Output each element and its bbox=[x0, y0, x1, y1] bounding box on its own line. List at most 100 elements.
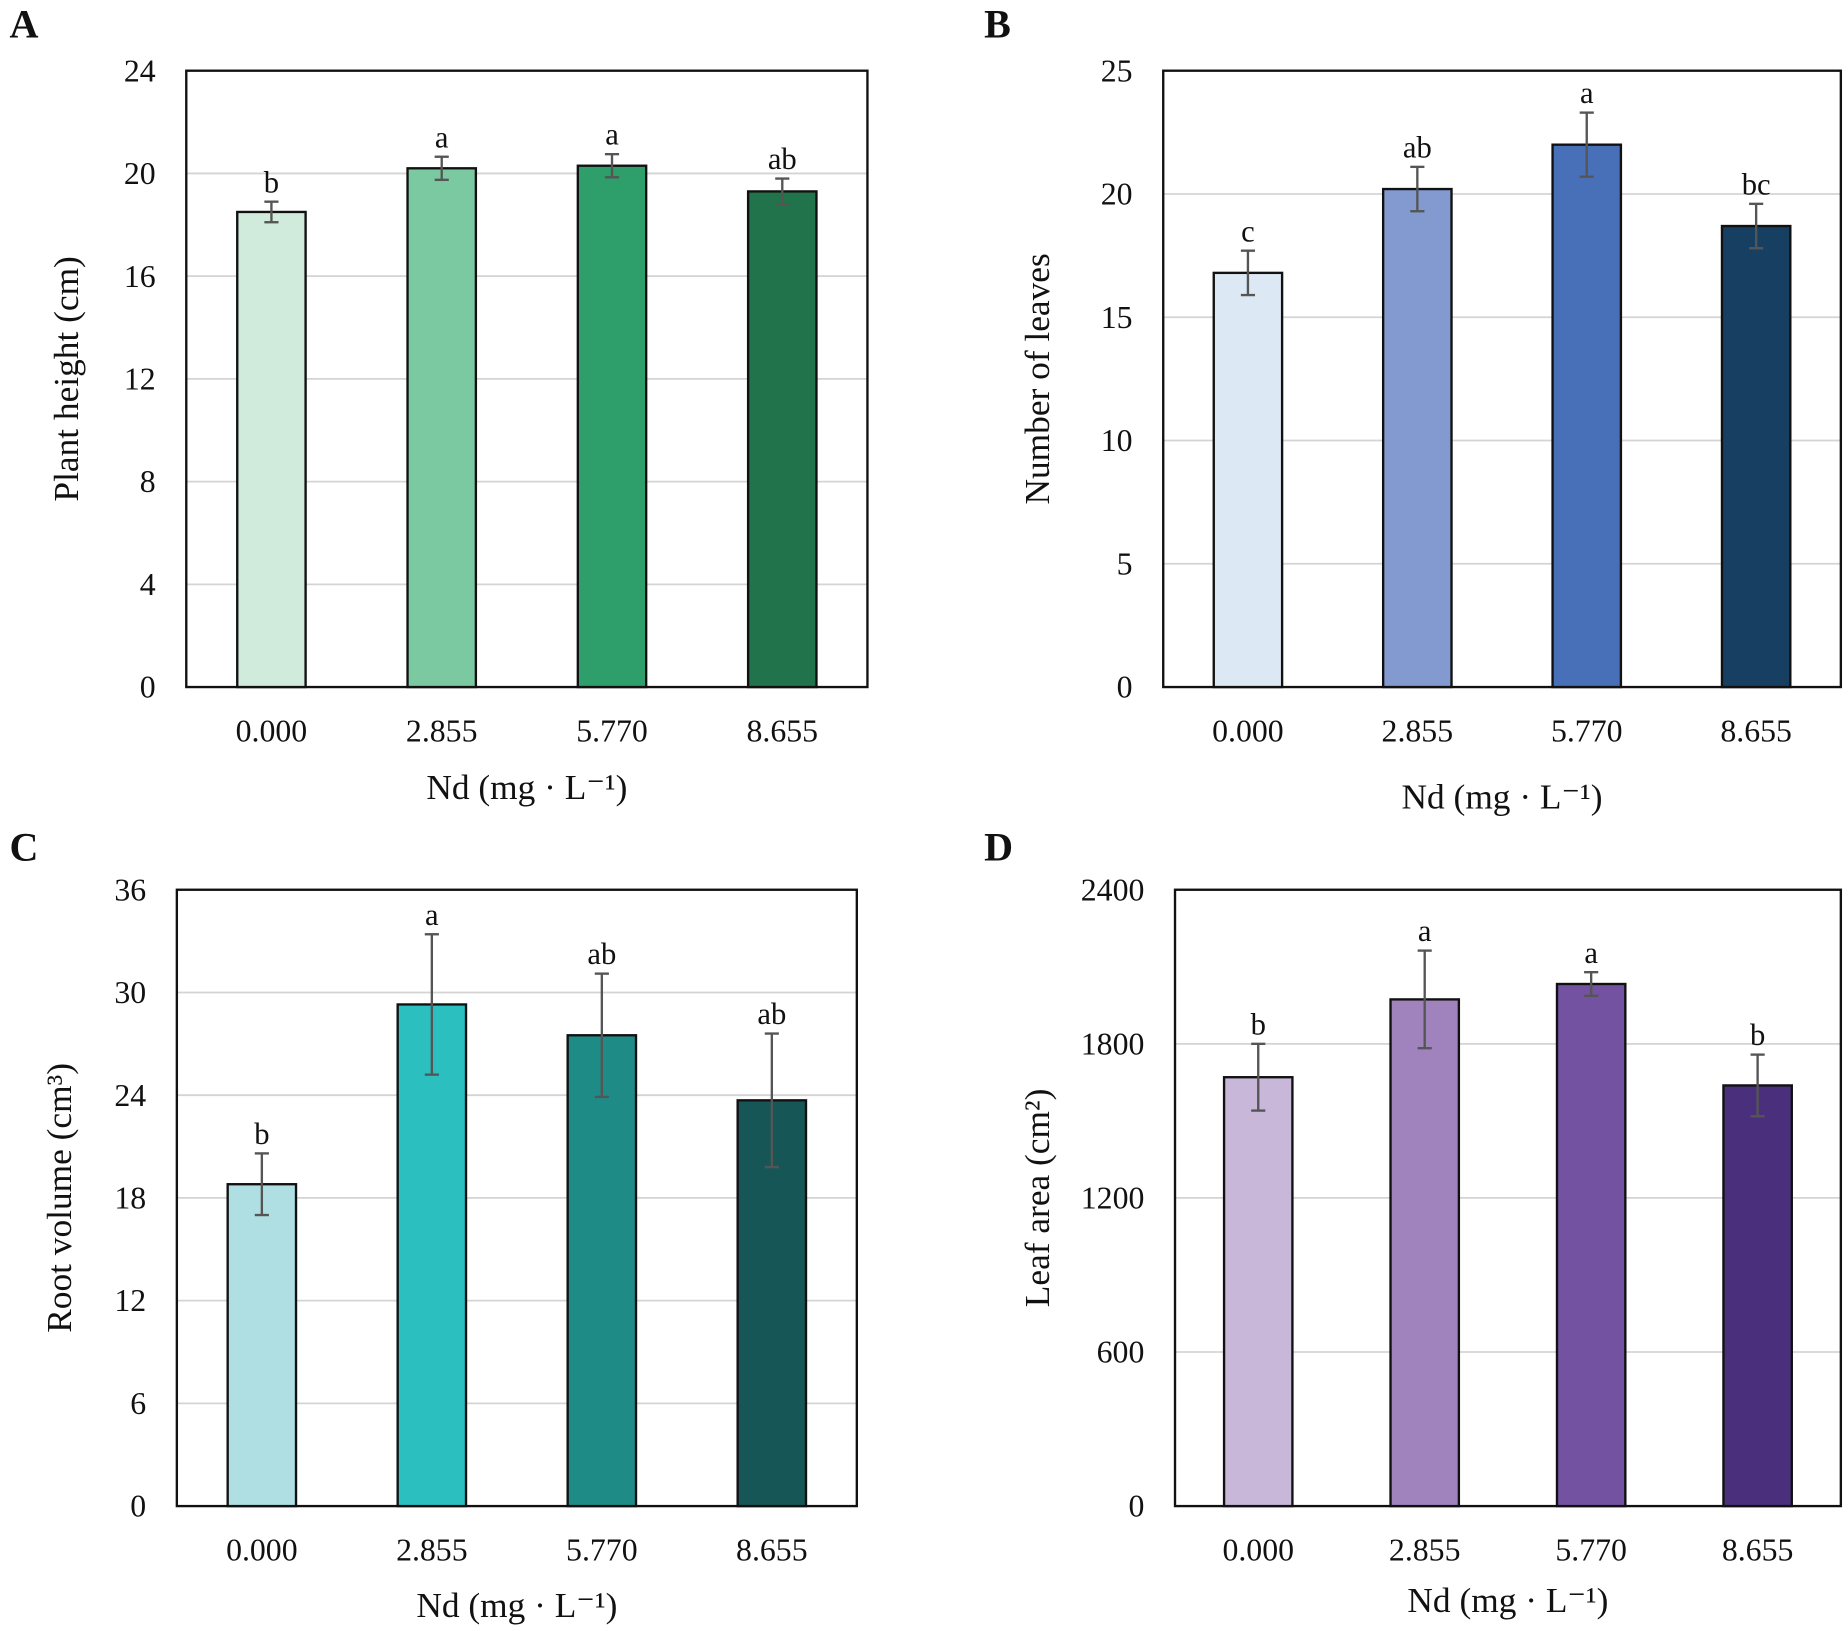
y-tick-label: 0 bbox=[1128, 1489, 1144, 1524]
y-tick-label: 25 bbox=[1101, 53, 1133, 88]
y-tick-label: 600 bbox=[1097, 1335, 1145, 1370]
x-tick-label: 8.655 bbox=[736, 1532, 808, 1567]
x-tick-label: 0.000 bbox=[226, 1532, 298, 1567]
significance-label: a bbox=[605, 118, 619, 152]
bar bbox=[406, 167, 478, 689]
y-tick-label: 12 bbox=[114, 1283, 146, 1318]
x-tick-label: 8.655 bbox=[747, 713, 819, 748]
x-tick-label: 5.770 bbox=[576, 713, 648, 748]
bar bbox=[236, 210, 307, 689]
bar bbox=[1551, 143, 1623, 689]
significance-label: ab bbox=[587, 937, 616, 971]
error-bar bbox=[1410, 165, 1425, 213]
error-bar bbox=[1750, 1053, 1765, 1118]
y-tick-label: 15 bbox=[1101, 300, 1133, 335]
bar bbox=[226, 1183, 298, 1508]
significance-label: a bbox=[1418, 914, 1432, 948]
significance-label: b bbox=[264, 165, 279, 199]
x-tick-label: 5.770 bbox=[566, 1532, 638, 1567]
bar bbox=[1381, 187, 1453, 689]
significance-label: ab bbox=[1403, 130, 1432, 164]
panel-label: D bbox=[984, 824, 1013, 869]
x-axis-label: Nd (mg · L⁻¹) bbox=[416, 1585, 617, 1625]
y-axis-label: Number of leaves bbox=[1017, 253, 1057, 504]
y-tick-label: 24 bbox=[114, 1078, 146, 1113]
x-tick-label: 0.000 bbox=[1212, 713, 1284, 748]
bar bbox=[396, 1003, 468, 1508]
y-tick-label: 0 bbox=[140, 670, 156, 705]
y-tick-label: 30 bbox=[114, 975, 146, 1010]
x-tick-label: 2.855 bbox=[1382, 713, 1454, 748]
significance-label: ab bbox=[768, 142, 797, 176]
error-bar bbox=[1584, 971, 1599, 997]
panel-a: A 0 4 8 12 16 20 24 b 0.000 a 2.855 a 5.770 ab 8.655 Nd … bbox=[10, 2, 869, 807]
y-tick-label: 6 bbox=[130, 1386, 146, 1421]
x-tick-label: 5.770 bbox=[1551, 713, 1623, 748]
x-axis-label: Nd (mg · L⁻¹) bbox=[1407, 1580, 1608, 1620]
significance-label: a bbox=[1584, 936, 1598, 970]
panel-d: D 0 600 1200 1800 2400 b 0.000 a 2.855 a 5.770 b 8.65… bbox=[984, 824, 1843, 1620]
y-tick-label: 0 bbox=[130, 1489, 146, 1524]
y-axis-label: Root volume (cm³) bbox=[39, 1063, 79, 1333]
error-bar bbox=[1240, 249, 1256, 297]
y-tick-label: 20 bbox=[124, 156, 156, 191]
error-bar bbox=[1417, 949, 1432, 1050]
bar bbox=[1720, 224, 1792, 689]
bar bbox=[566, 1034, 638, 1508]
error-bar bbox=[1579, 111, 1594, 178]
y-tick-label: 8 bbox=[140, 464, 156, 499]
y-axis-label: Plant height (cm) bbox=[46, 256, 86, 501]
plot-frame bbox=[1162, 69, 1843, 689]
x-axis-label: Nd (mg · L⁻¹) bbox=[1402, 776, 1603, 816]
plot-frame bbox=[175, 888, 859, 1508]
error-bar bbox=[1251, 1042, 1266, 1112]
y-tick-label: 2400 bbox=[1081, 872, 1145, 907]
y-tick-label: 36 bbox=[114, 872, 146, 907]
y-tick-label: 1800 bbox=[1081, 1026, 1145, 1061]
x-axis-label: Nd (mg · L⁻¹) bbox=[426, 767, 627, 807]
bar bbox=[1222, 1076, 1294, 1508]
significance-label: c bbox=[1241, 214, 1255, 248]
x-tick-label: 0.000 bbox=[1222, 1532, 1294, 1567]
y-tick-label: 0 bbox=[1117, 670, 1133, 705]
x-tick-label: 2.855 bbox=[406, 713, 478, 748]
x-tick-label: 5.770 bbox=[1555, 1532, 1627, 1567]
error-bar bbox=[434, 155, 449, 182]
error-bar bbox=[764, 1032, 779, 1169]
y-tick-label: 10 bbox=[1101, 423, 1133, 458]
error-bar bbox=[264, 200, 279, 224]
significance-label: a bbox=[425, 898, 439, 932]
y-tick-label: 12 bbox=[124, 361, 156, 396]
y-tick-label: 18 bbox=[114, 1181, 146, 1216]
panel-c: C 0 6 12 18 24 30 36 b 0.000 a 2.855 ab 5.770 ab 8.655 N… bbox=[10, 824, 859, 1625]
error-bar bbox=[1749, 202, 1764, 250]
x-tick-label: 0.000 bbox=[236, 713, 308, 748]
y-tick-label: 16 bbox=[124, 259, 156, 294]
panel-label: A bbox=[10, 2, 39, 47]
error-bar bbox=[775, 177, 790, 206]
y-tick-label: 4 bbox=[140, 567, 156, 602]
significance-label: b bbox=[1750, 1018, 1765, 1052]
significance-label: ab bbox=[757, 997, 786, 1031]
error-bar bbox=[594, 972, 609, 1099]
plot-frame bbox=[1173, 888, 1843, 1508]
panel-b: B 0 5 10 15 20 25 c 0.000 ab 2.855 a 5.770 bc 8.655 Nd … bbox=[984, 2, 1843, 816]
x-tick-label: 2.855 bbox=[1389, 1532, 1461, 1567]
x-tick-label: 8.655 bbox=[1720, 713, 1792, 748]
panel-label: C bbox=[10, 824, 39, 869]
significance-label: bc bbox=[1742, 167, 1771, 201]
plot-frame bbox=[185, 69, 869, 689]
significance-label: b bbox=[1251, 1007, 1266, 1041]
bar bbox=[1212, 271, 1284, 689]
y-tick-label: 20 bbox=[1101, 177, 1133, 212]
error-bar bbox=[254, 1152, 269, 1217]
significance-label: b bbox=[254, 1117, 269, 1151]
y-axis-label: Leaf area (cm²) bbox=[1017, 1089, 1057, 1308]
error-bar bbox=[424, 933, 439, 1076]
x-tick-label: 2.855 bbox=[396, 1532, 468, 1567]
y-tick-label: 24 bbox=[124, 53, 156, 88]
bar bbox=[746, 190, 818, 689]
bar bbox=[1722, 1084, 1793, 1508]
x-tick-label: 8.655 bbox=[1722, 1532, 1794, 1567]
